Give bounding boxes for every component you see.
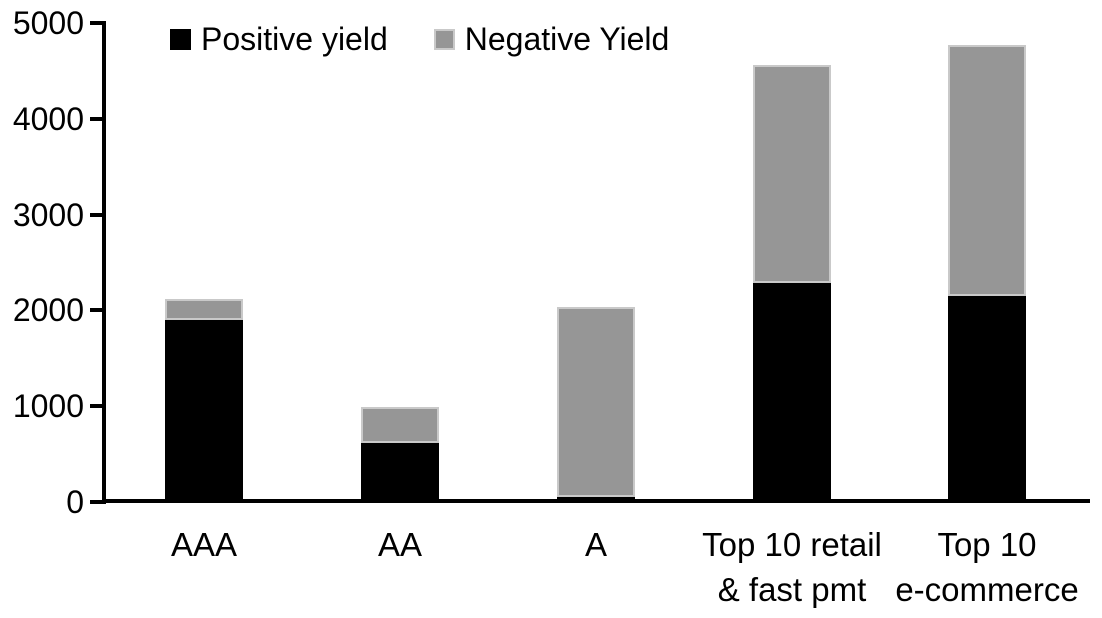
negative-yield-segment bbox=[948, 45, 1026, 296]
legend-label-positive-yield: Positive yield bbox=[201, 21, 388, 57]
positive-yield-segment bbox=[165, 320, 243, 502]
negative-yield-segment bbox=[753, 65, 831, 283]
x-category-label-line: AAA bbox=[170, 526, 238, 563]
x-category-label-line: A bbox=[584, 526, 607, 563]
x-category-label-line: Top 10 retail bbox=[702, 526, 882, 563]
y-tick-label-0: 0 bbox=[66, 484, 84, 520]
x-category-label-top-10-e-commerce: Top 10 e-commerce bbox=[827, 522, 1102, 612]
bar-aa bbox=[361, 407, 439, 502]
x-category-label-line: & fast pmt bbox=[717, 571, 867, 608]
negative-yield-segment bbox=[165, 299, 243, 320]
y-tick-mark-2000 bbox=[90, 308, 104, 313]
bar-top-10-retail-fast-pmt bbox=[753, 65, 831, 502]
y-tick-label-5000: 5000 bbox=[12, 5, 84, 41]
legend: Positive yield Negative Yield bbox=[170, 22, 669, 56]
x-category-label-line: Top 10 bbox=[937, 526, 1037, 563]
y-axis-line bbox=[102, 21, 106, 504]
y-tick-label-4000: 4000 bbox=[12, 100, 84, 137]
legend-item-negative-yield: Negative Yield bbox=[433, 21, 670, 57]
x-category-label-aaa: AAA bbox=[44, 522, 364, 567]
y-tick-label-3000: 3000 bbox=[12, 196, 84, 233]
y-tick-mark-4000 bbox=[90, 116, 104, 121]
y-tick-mark-1000 bbox=[90, 404, 104, 409]
bar-aaa bbox=[165, 299, 243, 502]
negative-yield-swatch-icon bbox=[433, 28, 455, 50]
y-tick-mark-5000 bbox=[90, 21, 104, 25]
y-tick-label-1000: 1000 bbox=[12, 388, 84, 425]
positive-yield-segment bbox=[753, 283, 831, 502]
x-category-label-aa: AA bbox=[240, 522, 560, 567]
bar-a bbox=[557, 307, 635, 502]
y-tick-label-2000: 2000 bbox=[12, 292, 84, 329]
positive-yield-swatch-icon bbox=[170, 28, 191, 50]
positive-yield-segment bbox=[948, 296, 1026, 502]
negative-yield-segment bbox=[557, 307, 635, 497]
y-tick-mark-0 bbox=[90, 500, 104, 504]
x-category-label-top-10-retail-fast-pmt: Top 10 retail & fast pmt bbox=[632, 522, 952, 612]
legend-label-negative-yield: Negative Yield bbox=[464, 21, 670, 57]
legend-item-positive-yield: Positive yield bbox=[170, 22, 388, 56]
x-category-label-line: AA bbox=[377, 526, 423, 563]
x-category-label-a: A bbox=[436, 522, 756, 567]
x-axis-line bbox=[102, 499, 1090, 503]
y-tick-mark-3000 bbox=[90, 212, 104, 217]
x-category-label-line: e-commerce bbox=[895, 571, 1079, 608]
negative-yield-segment bbox=[361, 407, 439, 443]
bar-top-10-e-commerce bbox=[948, 45, 1026, 502]
positive-yield-segment bbox=[361, 443, 439, 502]
